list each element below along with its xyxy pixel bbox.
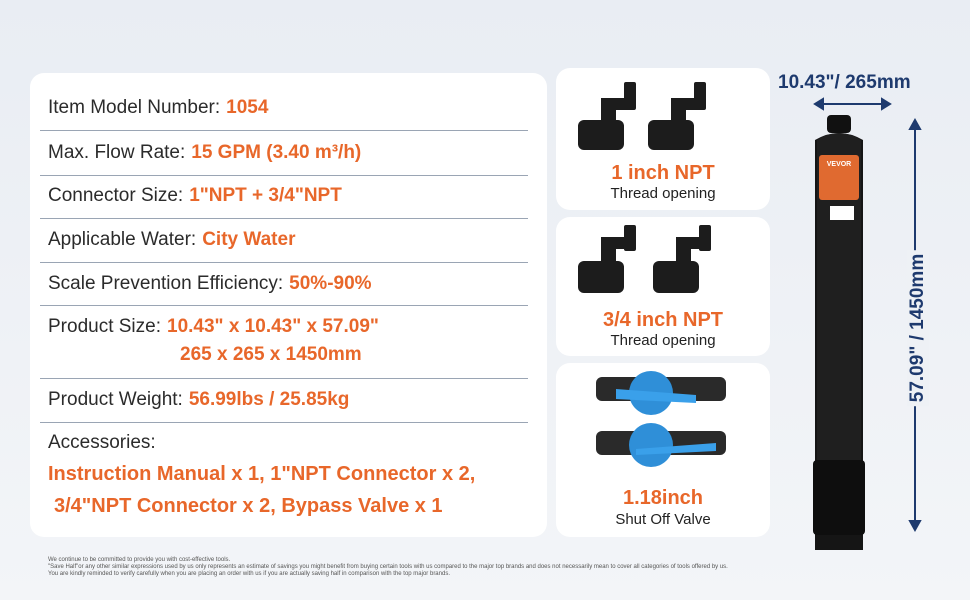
part-card: 1 inch NPT Thread opening xyxy=(556,68,770,210)
height-label: 57.09" / 1450mm xyxy=(907,249,929,407)
disclaimer-line: You are kindly reminded to verify carefu… xyxy=(48,571,450,577)
spec-row: Product Size: 10.43" x 10.43" x 57.09" xyxy=(48,316,528,338)
separator xyxy=(40,422,528,423)
spec-label: Scale Prevention Efficiency: xyxy=(48,273,284,294)
disclaimer-line: "Save Half"or any other similar expressi… xyxy=(48,564,728,570)
spec-value: 15 GPM (3.40 m³/h) xyxy=(191,142,362,163)
spec-row: Product Weight: 56.99lbs / 25.85kg xyxy=(48,389,528,411)
spec-row: Scale Prevention Efficiency: 50%-90% xyxy=(48,273,528,295)
elbow-icons xyxy=(578,225,711,293)
card-subtitle: Thread opening xyxy=(610,332,716,349)
spec-row: 265 x 265 x 1450mm xyxy=(180,344,480,366)
accessories-label: Accessories: xyxy=(48,432,156,453)
spec-value: 10.43" x 10.43" x 57.09" xyxy=(167,316,379,337)
spec-value: 56.99lbs / 25.85kg xyxy=(188,389,350,410)
tank-drawing: VEVOR xyxy=(813,97,922,550)
card-subtitle: Shut Off Valve xyxy=(615,511,711,528)
separator xyxy=(40,378,528,379)
width-label: 10.43"/ 265mm xyxy=(778,72,911,93)
card-title: 1.18inch xyxy=(622,487,704,509)
card-title: 1 inch NPT xyxy=(611,162,715,184)
part-card: 1.18inch Shut Off Valve xyxy=(556,363,770,537)
separator xyxy=(40,305,528,306)
separator xyxy=(40,130,528,131)
spec-value: 1"NPT + 3/4"NPT xyxy=(189,185,342,206)
spec-label: Item Model Number: xyxy=(48,97,221,118)
separator xyxy=(40,262,528,263)
spec-value: 50%-90% xyxy=(289,273,372,294)
part-card: 3/4 inch NPT Thread opening xyxy=(556,217,770,356)
card-subtitle: Thread opening xyxy=(610,185,716,202)
spec-row: Applicable Water: City Water xyxy=(48,229,528,251)
spec-value: 1054 xyxy=(226,97,269,118)
separator xyxy=(40,175,528,176)
spec-label: Connector Size: xyxy=(48,185,184,206)
valve-icon xyxy=(596,371,726,467)
spec-row: Max. Flow Rate: 15 GPM (3.40 m³/h) xyxy=(48,142,528,164)
separator xyxy=(40,218,528,219)
spec-row: Item Model Number: 1054 xyxy=(48,97,528,119)
spec-value: City Water xyxy=(202,229,296,250)
spec-label: Applicable Water: xyxy=(48,229,197,250)
spec-label: Product Weight: xyxy=(48,389,183,410)
spec-row: Connector Size: 1"NPT + 3/4"NPT xyxy=(48,185,528,207)
spec-label: Max. Flow Rate: xyxy=(48,142,186,163)
accessories-line: 3/4"NPT Connector x 2, Bypass Valve x 1 xyxy=(54,495,443,517)
elbow-icons xyxy=(578,82,706,150)
disclaimer-line: We continue to be committed to provide y… xyxy=(48,557,231,563)
spec-label: Product Size: xyxy=(48,316,161,337)
card-title: 3/4 inch NPT xyxy=(602,309,724,331)
tank-label: VEVOR xyxy=(827,161,852,168)
spec-value: 265 x 265 x 1450mm xyxy=(180,344,362,365)
accessories-line: Instruction Manual x 1, 1"NPT Connector … xyxy=(48,463,476,485)
